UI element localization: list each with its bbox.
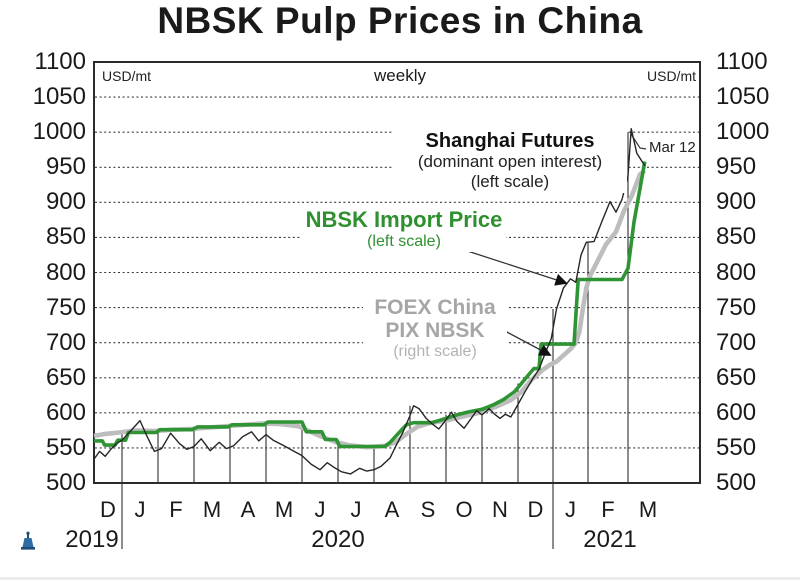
x-axis-month-label: M — [274, 497, 294, 522]
page-title: NBSK Pulp Prices in China — [157, 0, 643, 41]
legend-shanghai-title: Shanghai Futures — [425, 130, 595, 152]
y-axis-label-left: 1000 — [32, 118, 86, 146]
x-axis-month-label: D — [100, 497, 116, 522]
x-axis-year-label: 2019 — [65, 526, 119, 553]
y-axis-label-left: 600 — [45, 398, 86, 426]
x-axis-month-label: J — [565, 497, 576, 522]
y-axis-label-left: 850 — [45, 223, 86, 251]
series-nbsk-import-price — [94, 161, 647, 449]
y-axis-label-left: 900 — [45, 188, 86, 216]
y-axis-label-right: 950 — [716, 153, 757, 181]
frequency-label: weekly — [374, 66, 426, 85]
unit-label-right: USD/mt — [647, 68, 696, 84]
y-axis-label-right: 800 — [716, 258, 757, 286]
plot-frame — [93, 61, 701, 484]
x-axis-month-label: F — [601, 497, 615, 522]
y-axis-label-right: 1100 — [716, 48, 768, 75]
x-axis-month-label: N — [492, 497, 508, 522]
y-axis-label-right: 750 — [716, 293, 757, 321]
legend-nbsk-title: NBSK Import Price — [305, 207, 503, 232]
x-axis-month-label: F — [169, 497, 183, 522]
month-guides — [121, 132, 629, 549]
y-axis-label-right: 850 — [716, 223, 757, 251]
y-axis-label-right: 650 — [716, 363, 757, 391]
legend-foex-title-line2: PIX NBSK — [385, 319, 485, 342]
y-axis-label-right: 550 — [716, 433, 757, 461]
x-axis-month-label: M — [638, 497, 658, 522]
annotation-connector — [630, 133, 647, 150]
y-axis-label-right: 900 — [716, 188, 757, 216]
x-axis-month-label: J — [350, 497, 362, 522]
legend-nbsk-import-price: NBSK Import Price (left scale) — [302, 207, 506, 252]
annotation-mar-12: Mar 12 — [647, 139, 698, 156]
y-axis-label-left: 1050 — [32, 83, 86, 111]
x-axis-month-label: O — [455, 497, 473, 522]
y-axis-label-right: 500 — [716, 469, 757, 496]
y-axis-label-right: 1050 — [716, 83, 770, 111]
legend-shanghai-scale-note: (left scale) — [470, 172, 550, 191]
x-axis-month-label: D — [527, 497, 544, 522]
y-axis-label-left: 650 — [45, 363, 86, 391]
y-axis-label-left: 800 — [45, 258, 86, 286]
x-axis-month-label: M — [202, 497, 222, 522]
x-axis-month-label: J — [134, 497, 146, 522]
legend-foex-title-line1: FOEX China — [374, 296, 496, 319]
image-bottom-edge — [0, 577, 800, 580]
y-axis-label-right: 1000 — [716, 118, 770, 146]
y-axis-label-right: 700 — [716, 328, 757, 356]
legend-arrows — [451, 245, 568, 356]
unit-label-left: USD/mt — [102, 68, 151, 84]
legend-shanghai-futures: Shanghai Futures (dominant open interest… — [393, 129, 627, 193]
y-axis-label-left: 950 — [45, 153, 86, 181]
logo-icon — [21, 531, 35, 550]
x-axis-month-label: A — [240, 497, 256, 522]
y-axis-label-left: 700 — [45, 328, 86, 356]
legend-foex-pix-nbsk: FOEX China PIX NBSK (right scale) — [363, 295, 507, 363]
series-shanghai-futures-dominant-open-interest — [93, 127, 646, 475]
x-axis-month-label: J — [314, 497, 326, 522]
legend-shanghai-subtitle: (dominant open interest) — [417, 152, 603, 171]
legend-foex-scale-note: (right scale) — [393, 343, 477, 360]
y-axis-label-left: 1100 — [34, 48, 86, 75]
x-axis-month-label: A — [384, 497, 400, 522]
x-axis-year-label: 2021 — [583, 526, 637, 553]
y-axis-label-left: 750 — [45, 293, 86, 321]
y-axis-label-left: 550 — [45, 433, 86, 461]
y-axis-label-right: 600 — [716, 398, 757, 426]
x-axis-year-label: 2020 — [311, 526, 365, 553]
y-axis-label-left: 500 — [45, 469, 86, 496]
legend-nbsk-scale-note: (left scale) — [367, 233, 441, 250]
x-axis-month-label: S — [420, 497, 436, 522]
